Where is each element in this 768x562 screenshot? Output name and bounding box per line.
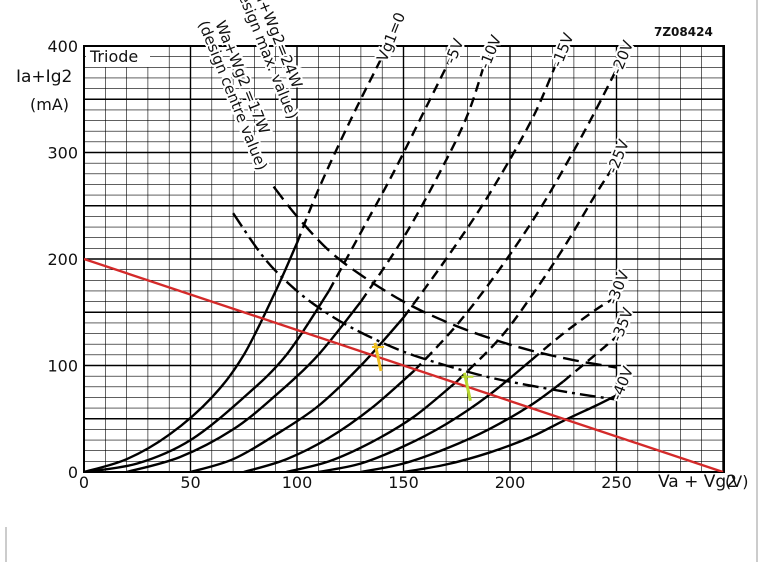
power-curves bbox=[232, 185, 617, 401]
y-tick-label: 100 bbox=[47, 357, 78, 376]
figure-code: 7Z08424 bbox=[654, 25, 713, 39]
curve-Vg1=0-dashed bbox=[295, 56, 384, 244]
x-tick-label: 50 bbox=[180, 473, 200, 492]
x-tick-label: 200 bbox=[495, 473, 526, 492]
y-axis-ticks: 0 100 200 300 400 bbox=[47, 37, 78, 482]
curve-label: -20V bbox=[608, 37, 638, 77]
curve--35V-solid bbox=[360, 380, 565, 472]
box-label-bg bbox=[86, 47, 150, 67]
curve-label: -35V bbox=[608, 305, 638, 345]
operating-points bbox=[371, 342, 474, 402]
power-curve bbox=[272, 185, 617, 369]
grid bbox=[83, 45, 724, 473]
curve--40V-solid bbox=[403, 394, 618, 472]
curve--5V-solid bbox=[84, 290, 330, 472]
x-tick-label: 250 bbox=[601, 473, 632, 492]
curve--25V-solid bbox=[286, 380, 458, 472]
x-axis-label: Va + Vg2 bbox=[658, 472, 737, 492]
y-tick-label: 200 bbox=[47, 250, 78, 269]
box-label: Triode bbox=[89, 47, 138, 66]
x-tick-label: 150 bbox=[388, 473, 419, 492]
curve-label: -15V bbox=[548, 30, 578, 70]
curve--30V-dashed bbox=[530, 298, 613, 362]
characteristic-curves bbox=[84, 56, 618, 472]
curve--20V-solid bbox=[243, 369, 415, 472]
x-tick-label: 100 bbox=[282, 473, 313, 492]
curve-label: -25V bbox=[603, 136, 633, 176]
x-axis-ticks: 0 50 100 150 200 250 bbox=[79, 473, 632, 492]
x-axis-unit: (V) bbox=[725, 472, 748, 491]
curve--15V-solid bbox=[190, 316, 405, 472]
curve-Vg1=0-solid bbox=[84, 242, 299, 472]
y-tick-label: 400 bbox=[47, 37, 78, 56]
load-line bbox=[84, 257, 724, 472]
curve--10V-solid bbox=[126, 300, 362, 472]
curve-label: -5V bbox=[441, 35, 467, 66]
y-axis-unit: (mA) bbox=[30, 95, 69, 114]
curve--25V-dashed bbox=[455, 167, 614, 383]
curve-label: -40V bbox=[608, 363, 638, 403]
curve-label: -30V bbox=[603, 267, 633, 307]
x-tick-label: 0 bbox=[79, 473, 89, 492]
y-axis-label: Ia+Ig2 bbox=[16, 67, 72, 87]
curve--30V-solid bbox=[318, 359, 533, 472]
curve--35V-dashed bbox=[562, 335, 618, 383]
curve--10V-dashed bbox=[359, 63, 486, 303]
y-tick-label: 300 bbox=[47, 144, 78, 163]
curve--15V-dashed bbox=[402, 61, 558, 319]
curve-label: -10V bbox=[475, 32, 505, 72]
power-curve bbox=[232, 212, 617, 401]
power-curve-labels: Wa+Wg2=24W(design max. value)Wa+Wg2 =17W… bbox=[192, 0, 308, 175]
y-tick-label: 0 bbox=[68, 463, 78, 482]
load-line-group bbox=[84, 257, 724, 472]
curve--20V-dashed bbox=[413, 68, 618, 372]
curve--5V-dashed bbox=[327, 58, 452, 292]
